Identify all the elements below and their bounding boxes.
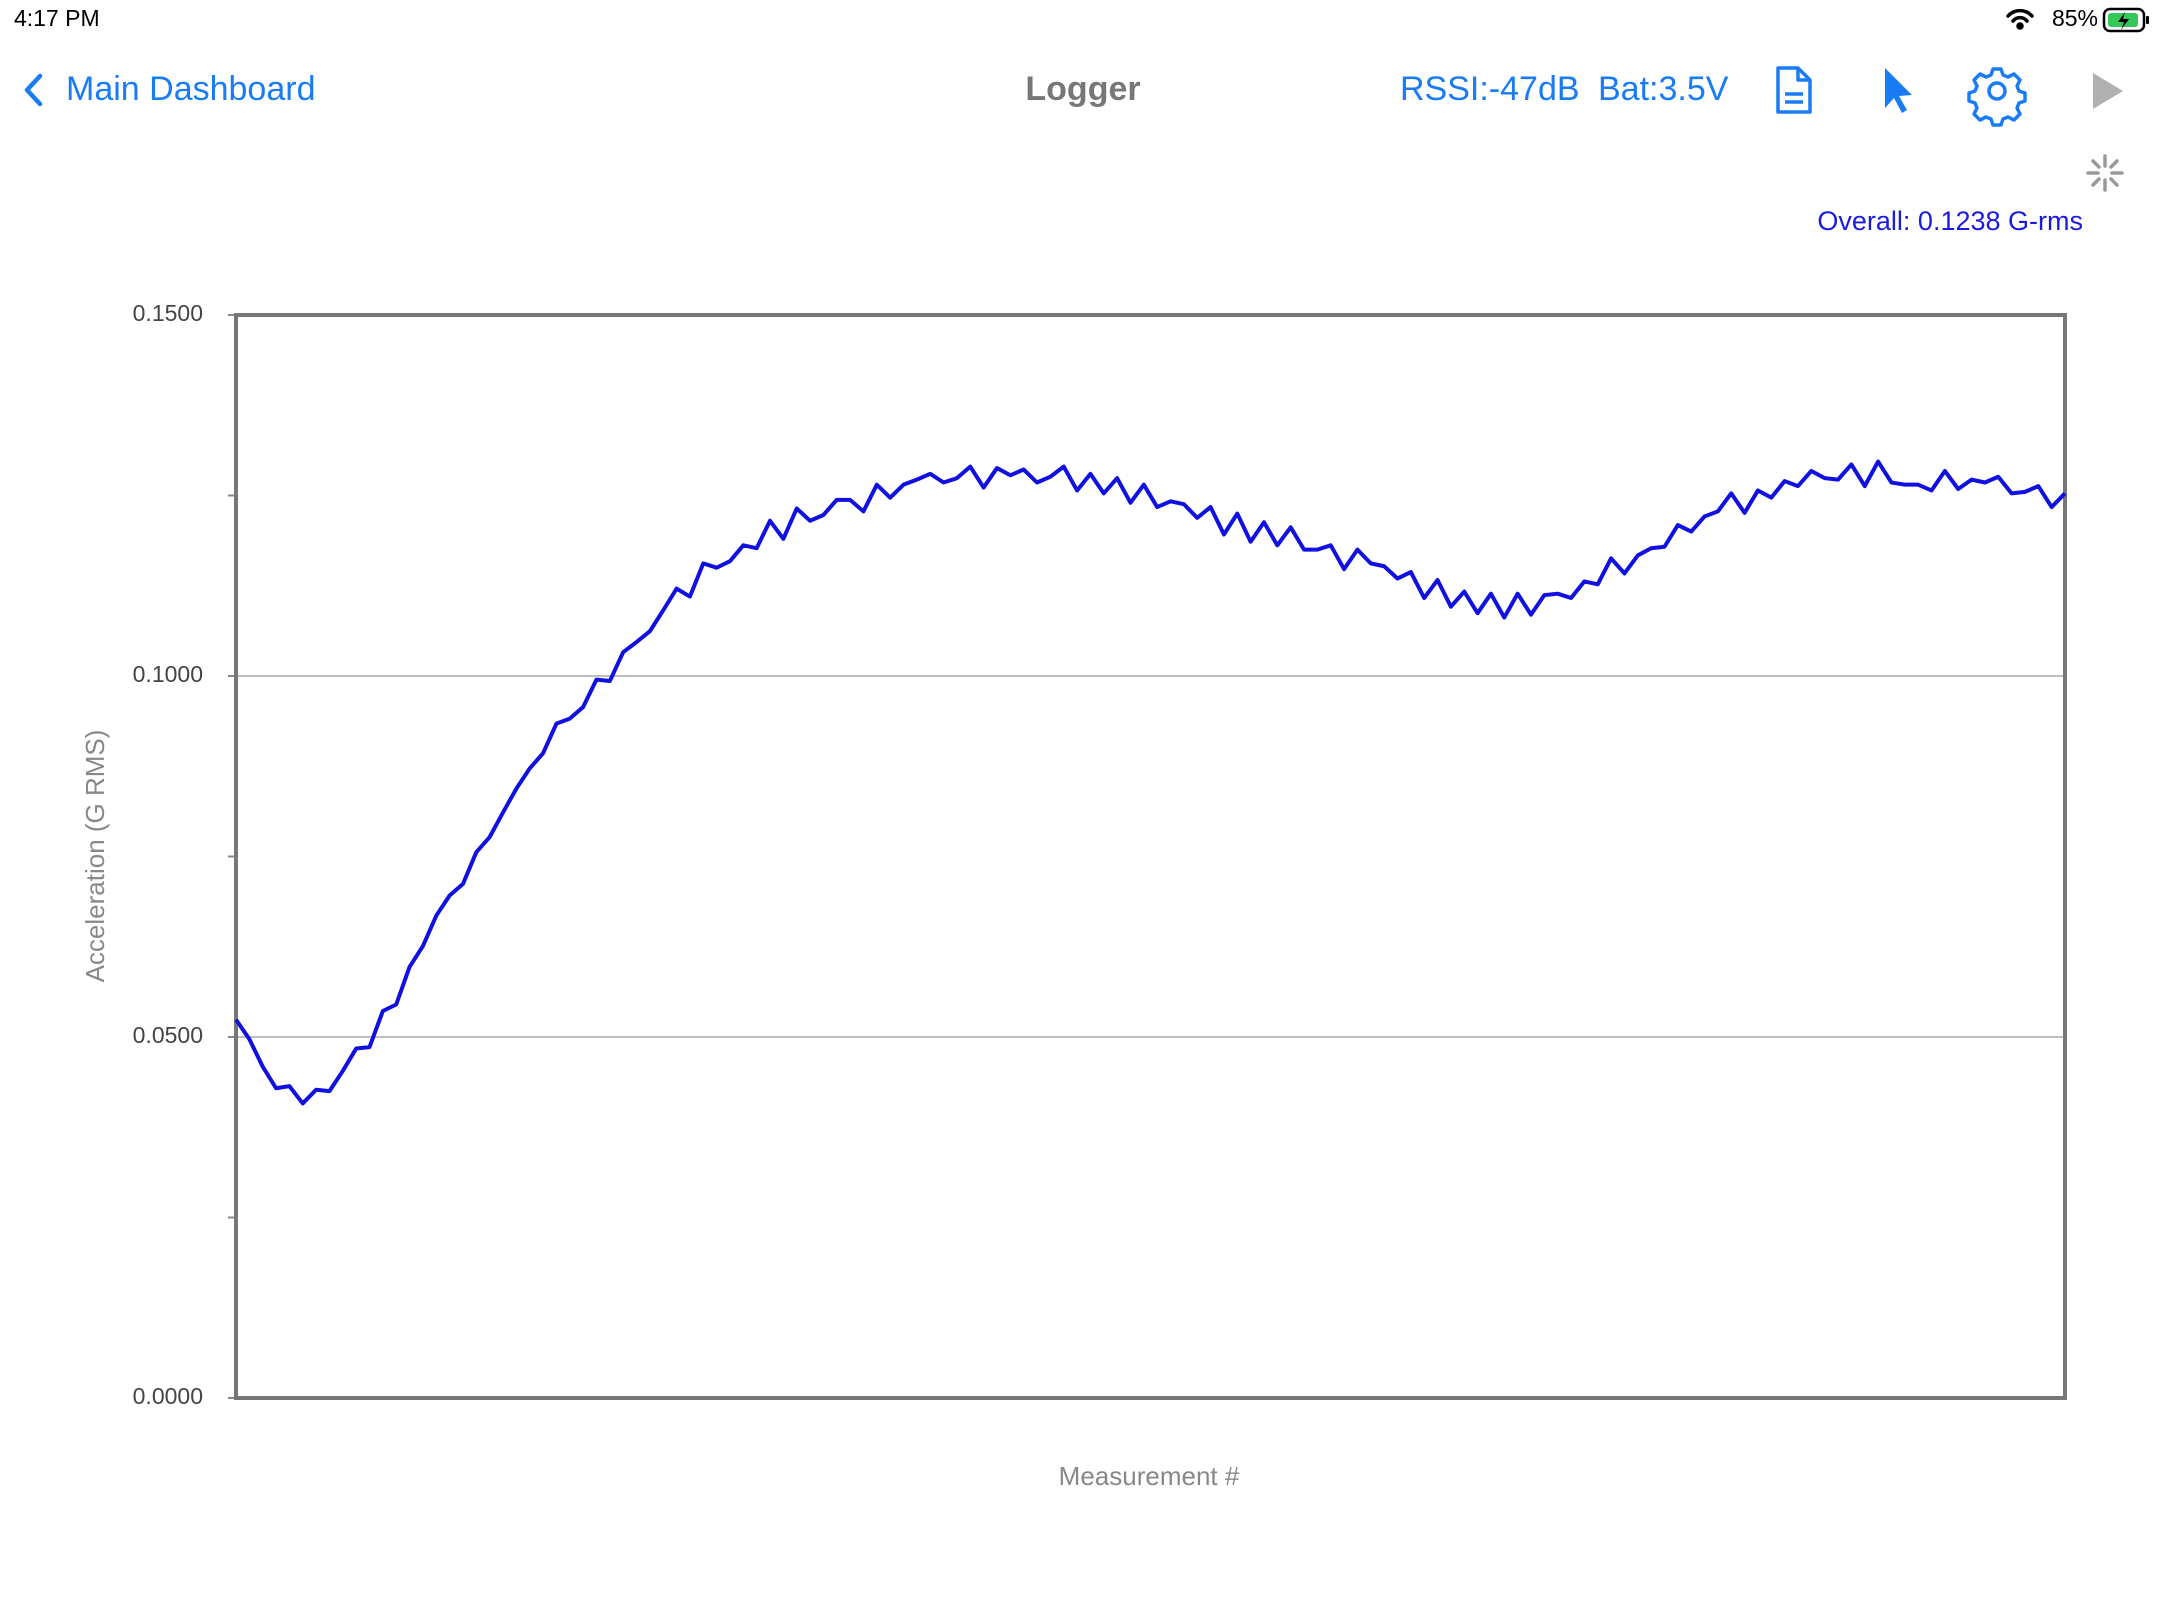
play-button[interactable] [2093, 73, 2123, 109]
status-time: 4:17 PM [14, 5, 100, 31]
data-line [234, 459, 2067, 1106]
y-tick-label: 0.0000 [133, 1383, 203, 1409]
rssi: RSSI:-47dB [1400, 70, 1580, 108]
battery-icon [2102, 7, 2149, 33]
settings-button[interactable] [1967, 67, 2027, 127]
back-label[interactable]: Main Dashboard [66, 70, 315, 108]
x-axis-label: Measurement # [1059, 1461, 1240, 1491]
battery-voltage: Bat:3.5V [1598, 70, 1729, 108]
nav-title: Logger [1025, 70, 1140, 108]
y-tick-label: 0.0500 [133, 1022, 203, 1048]
back-button[interactable]: Main Dashboard [24, 70, 315, 108]
select-button[interactable] [1885, 68, 1912, 113]
status-battery: 85% [2052, 5, 2098, 31]
chart: 0.0000 0.0500 0.1000 0.1500 Acceleration (G … [80, 300, 2067, 1491]
plot-frame [234, 313, 2067, 1400]
back-chevron[interactable] [24, 73, 43, 107]
y-axis-label: Acceleration (G RMS) [80, 730, 110, 983]
wifi-icon [2006, 8, 2034, 30]
overall-value: Overall: 0.1238 G-rms [1817, 206, 2083, 236]
y-tick-label: 0.1500 [133, 300, 203, 326]
y-tick-label: 0.1000 [133, 661, 203, 687]
activity-spinner [2086, 154, 2124, 192]
document-button[interactable] [1776, 66, 1812, 114]
